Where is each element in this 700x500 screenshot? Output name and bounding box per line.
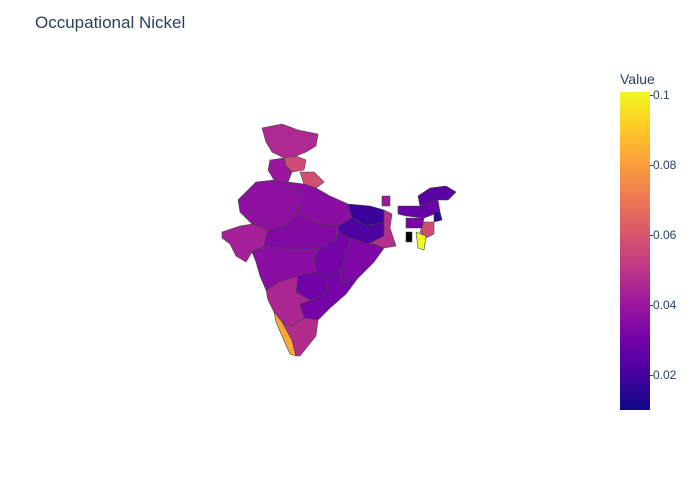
colorbar-tick-label: 0.04 <box>653 298 677 313</box>
colorbar-gradient <box>620 92 650 410</box>
chart-title: Occupational Nickel <box>35 13 186 32</box>
colorbar-tick-label: 0.06 <box>653 228 677 243</box>
colorbar-title: Value <box>620 71 655 87</box>
region-tripura[interactable] <box>405 231 413 243</box>
region-tamil-nadu[interactable] <box>281 317 319 357</box>
colorbar-tick-mark <box>650 165 653 167</box>
region-uttarakhand[interactable] <box>299 171 325 189</box>
colorbar-tick-mark <box>650 95 653 97</box>
region-sikkim[interactable] <box>381 195 391 207</box>
region-arunachal-pradesh[interactable] <box>417 185 457 207</box>
colorbar-tick-mark <box>650 375 653 377</box>
region-meghalaya[interactable] <box>405 217 425 229</box>
colorbar-tick-mark <box>650 305 653 307</box>
colorbar-tick-mark <box>650 235 653 237</box>
region-karnataka[interactable] <box>265 275 311 327</box>
colorbar-tick-label: 0.02 <box>653 368 677 383</box>
colorbar-tick-label: 0.08 <box>653 158 677 173</box>
region-manipur[interactable] <box>419 221 435 239</box>
region-maharashtra[interactable] <box>251 245 321 291</box>
region-jammu-kashmir[interactable] <box>261 123 319 159</box>
colorbar-tick-label: 0.1 <box>653 88 670 103</box>
region-nagaland[interactable] <box>433 211 443 223</box>
region-punjab[interactable] <box>267 157 293 183</box>
region-mizoram[interactable] <box>415 231 427 251</box>
